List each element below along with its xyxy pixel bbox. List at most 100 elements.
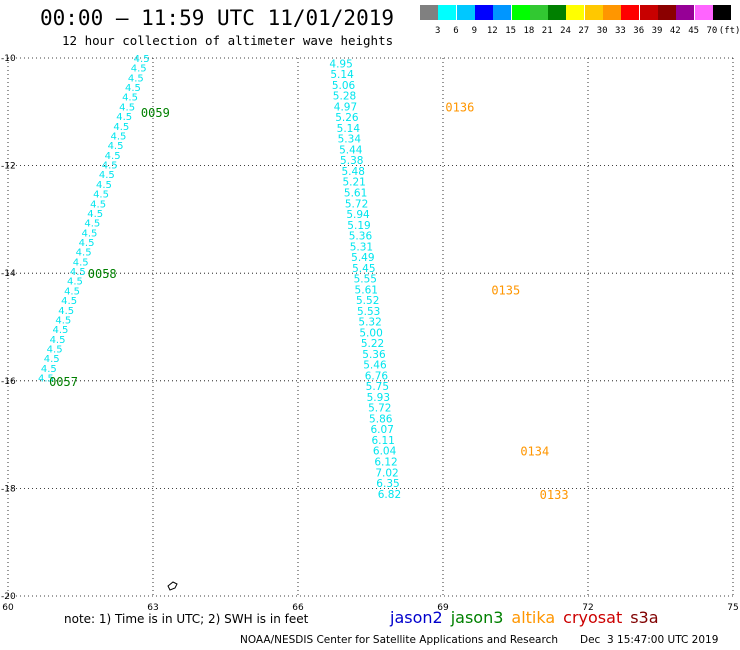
scale-swatch (603, 5, 621, 20)
data-point-label: 6.76 (365, 370, 389, 382)
data-point-label: 6.35 (376, 478, 399, 490)
time-label: 0057 (49, 375, 78, 389)
x-tick-label: 75 (727, 603, 738, 613)
data-point-label: 5.31 (350, 241, 373, 253)
dense-track-mark: 4.5 (96, 180, 112, 191)
time-label: 0134 (520, 445, 549, 459)
data-point-label: 5.22 (361, 338, 384, 350)
dense-track-mark: 4.5 (122, 93, 138, 104)
data-point-label: 5.61 (344, 188, 367, 200)
x-tick-label: 72 (582, 603, 593, 613)
data-point-label: 5.61 (355, 284, 378, 296)
scale-swatch (584, 5, 603, 20)
x-tick-label: 66 (292, 603, 304, 613)
dense-track-mark: 4.5 (52, 325, 68, 336)
dense-track-mark: 4.5 (41, 364, 57, 375)
scale-label: 30 (596, 26, 608, 36)
chart-title: 00:00 – 11:59 UTC 11/01/2019 (40, 6, 395, 30)
dense-track-mark: 4.5 (81, 228, 97, 239)
data-point-label: 5.75 (366, 381, 389, 393)
data-point-label: 5.49 (351, 252, 374, 264)
timestamp-text: Dec 3 15:47:00 UTC 2019 (580, 634, 719, 646)
scale-swatch (493, 5, 512, 20)
dense-track-mark: 4.5 (90, 199, 106, 210)
scale-label: (ft) (718, 26, 740, 36)
satellite-legend-item: jason2 (390, 608, 443, 627)
dense-track-mark: 4.5 (110, 131, 126, 142)
data-point-label: 7.02 (375, 467, 398, 479)
y-tick-label: -16 (1, 377, 16, 387)
data-point-label: 5.36 (362, 349, 386, 361)
scale-swatch (621, 5, 640, 20)
dense-track-mark: 4.5 (93, 190, 109, 201)
data-point-label: 5.44 (339, 144, 363, 156)
data-point-label: 4.95 (329, 58, 352, 70)
scale-label: 70 (706, 26, 718, 36)
scale-label: 12 (486, 26, 498, 36)
y-tick-label: -10 (1, 54, 16, 64)
dense-track-mark: 4.5 (116, 112, 132, 123)
data-point-label: 5.36 (349, 231, 373, 243)
dense-track-mark: 4.5 (67, 277, 83, 288)
scale-swatch (676, 5, 695, 20)
data-point-label: 5.72 (345, 198, 368, 210)
scale-swatch (712, 5, 731, 20)
time-label: 0133 (540, 488, 569, 502)
scale-label: 36 (633, 26, 645, 36)
scale-swatch (639, 5, 658, 20)
scale-swatch (566, 5, 585, 20)
scale-swatch (694, 5, 713, 20)
data-point-label: 6.12 (374, 457, 397, 469)
data-point-label: 6.82 (378, 489, 401, 501)
data-point-label: 5.72 (368, 403, 391, 415)
scale-label: 3 (435, 26, 441, 36)
dense-track-mark: 4.5 (73, 257, 89, 268)
scale-label: 39 (651, 26, 663, 36)
dense-track-mark: 4.5 (84, 219, 100, 230)
dense-track-mark: 4.5 (55, 315, 71, 326)
data-point-label: 5.19 (347, 220, 370, 232)
time-label: 0136 (445, 100, 474, 114)
scale-label: 21 (541, 26, 553, 36)
dense-track-mark: 4.5 (58, 306, 74, 317)
data-point-label: 4.97 (334, 101, 357, 113)
dense-track-mark: 4.5 (113, 122, 129, 133)
x-tick-label: 60 (2, 603, 14, 613)
scale-swatch (511, 5, 530, 20)
satellite-legend-item: jason3 (450, 608, 504, 627)
scale-label: 33 (615, 26, 626, 36)
scale-label: 18 (523, 26, 535, 36)
data-point-label: 5.06 (332, 80, 356, 92)
data-point-label: 5.52 (356, 295, 379, 307)
dense-track-mark: 4.5 (79, 238, 95, 249)
dense-track-mark: 4.5 (134, 54, 150, 65)
y-tick-label: -20 (1, 592, 16, 602)
dense-track-mark: 4.5 (131, 64, 147, 75)
time-label: 0059 (141, 106, 170, 120)
dense-track-mark: 4.5 (119, 102, 135, 113)
chart-subtitle: 12 hour collection of altimeter wave hei… (62, 33, 394, 48)
x-tick-label: 69 (437, 603, 449, 613)
data-point-label: 5.94 (346, 209, 370, 221)
data-point-label: 5.21 (342, 177, 365, 189)
data-point-label: 6.07 (371, 424, 394, 436)
x-tick-label: 63 (147, 603, 158, 613)
data-point-label: 5.45 (352, 263, 375, 275)
scale-label: 27 (578, 26, 590, 36)
data-point-label: 5.34 (338, 134, 362, 146)
y-tick-label: -12 (1, 162, 16, 172)
dense-track-mark: 4.5 (38, 374, 54, 385)
satellite-legend-item: s3a (630, 608, 659, 627)
satellite-legend-item: cryosat (563, 608, 623, 627)
data-point-label: 6.11 (371, 435, 394, 447)
dense-track-mark: 4.5 (50, 335, 66, 346)
data-point-label: 5.86 (369, 413, 393, 425)
satellite-legend: jason2 jason3 altika cryosat s3a (390, 608, 667, 627)
data-point-label: 5.48 (342, 166, 365, 178)
dense-track-mark: 4.5 (70, 267, 86, 278)
dense-track-mark: 4.5 (102, 161, 118, 172)
scale-label: 9 (471, 26, 478, 36)
data-point-label: 5.00 (359, 327, 382, 339)
data-point-label: 5.32 (358, 317, 381, 329)
